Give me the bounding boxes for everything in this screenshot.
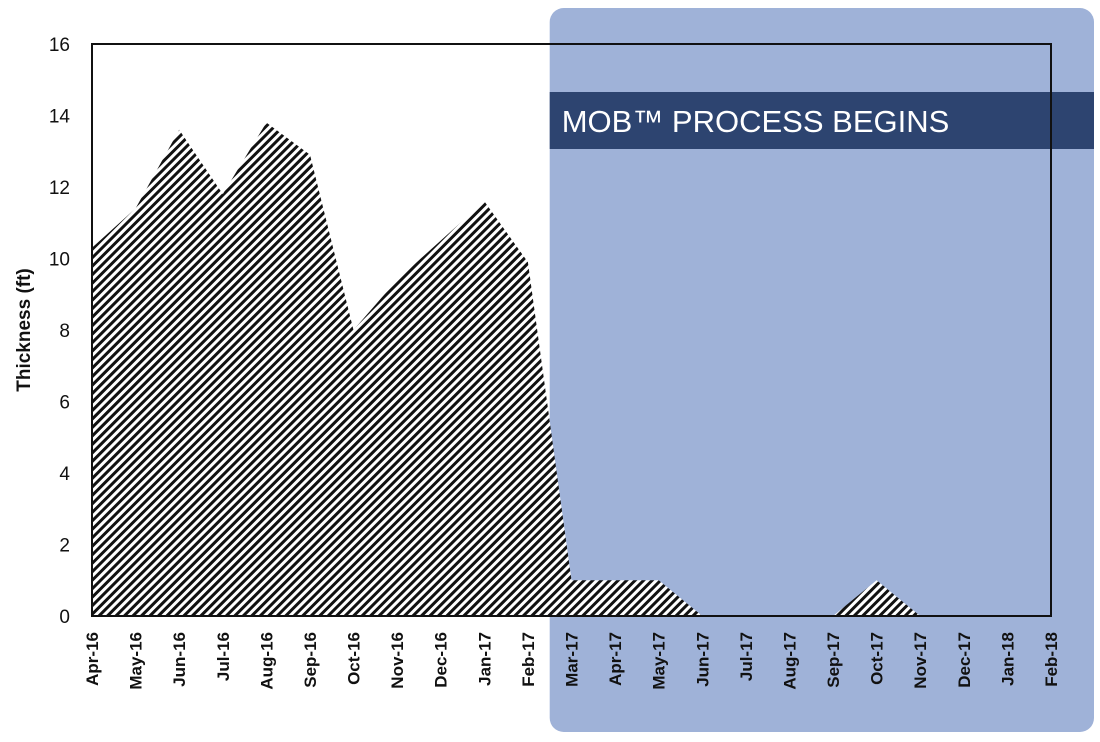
- x-tick-label: Oct-16: [345, 632, 364, 685]
- x-tick-label: Nov-17: [911, 632, 930, 689]
- y-tick-label: 14: [49, 107, 71, 128]
- y-tick-label: 2: [59, 536, 70, 557]
- x-tick-label: Jul-16: [214, 632, 233, 681]
- x-tick-label: Dec-16: [432, 632, 451, 688]
- x-tick-label: Feb-17: [519, 632, 538, 687]
- x-tick-label: Nov-16: [388, 632, 407, 689]
- x-tick-label: Apr-16: [83, 632, 102, 686]
- x-tick-label: Jan-18: [998, 632, 1017, 686]
- y-tick-label: 4: [59, 464, 70, 485]
- y-tick-label: 0: [59, 607, 70, 628]
- x-tick-label: Sep-17: [824, 632, 843, 688]
- x-tick-label: Feb-18: [1042, 632, 1061, 687]
- x-tick-label: Oct-17: [868, 632, 887, 685]
- plot-frame: [91, 43, 1052, 617]
- x-tick-label: Sep-16: [301, 632, 320, 688]
- banner-label: MOB™ PROCESS BEGINS: [562, 104, 950, 139]
- y-tick-label: 16: [49, 35, 70, 56]
- y-tick-label: 6: [59, 393, 70, 414]
- highlight-region: [549, 8, 1094, 732]
- x-tick-label: Jun-16: [170, 632, 189, 687]
- x-tick-label: Jan-17: [475, 632, 494, 686]
- banner-band: [549, 92, 1094, 149]
- x-tick-label: Jun-17: [693, 632, 712, 687]
- x-tick-label: Aug-17: [780, 632, 799, 690]
- x-tick-label: Jul-17: [737, 632, 756, 681]
- y-tick-label: 12: [49, 178, 70, 199]
- x-tick-label: Mar-17: [563, 632, 582, 687]
- x-tick-label: Aug-16: [257, 632, 276, 690]
- y-axis: 0 2 4 6 8 10 12 14 16: [49, 35, 71, 628]
- x-tick-label: Apr-17: [606, 632, 625, 686]
- y-tick-label: 8: [59, 321, 70, 342]
- y-tick-label: 10: [49, 250, 70, 271]
- x-tick-label: Dec-17: [955, 632, 974, 688]
- area-series: [92, 122, 1051, 616]
- x-axis: Apr-16 May-16 Jun-16 Jul-16 Aug-16 Sep-16 Oct-…: [83, 632, 1061, 690]
- x-tick-label: May-17: [650, 632, 669, 690]
- y-axis-title: Thickness (ft): [14, 268, 35, 392]
- x-tick-label: May-16: [127, 632, 146, 690]
